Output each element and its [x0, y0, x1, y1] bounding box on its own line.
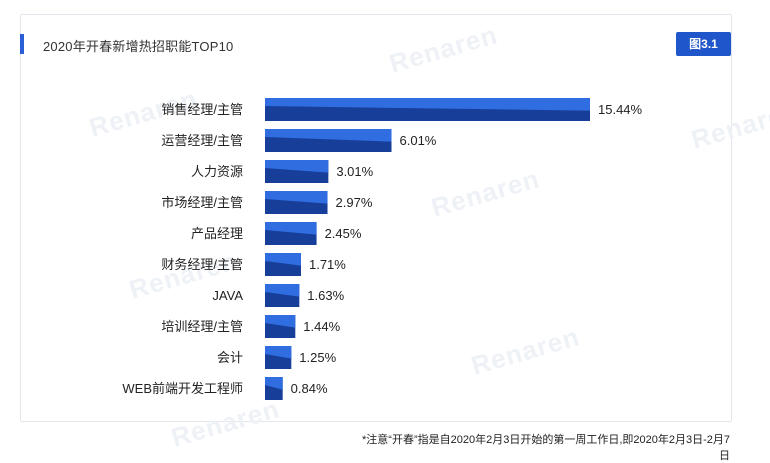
bar-group: JAVA 1.63% — [212, 284, 345, 307]
value-label: 1.63% — [307, 288, 344, 303]
bar-group: WEB前端开发工程师 0.84% — [122, 377, 328, 400]
title-accent-bar — [20, 34, 24, 54]
bar-group: 会计 1.25% — [217, 346, 337, 369]
category-label: 销售经理/主管 — [161, 102, 243, 117]
category-label: 财务经理/主管 — [161, 257, 243, 272]
bar-group: 财务经理/主管 1.71% — [161, 253, 346, 276]
value-label: 6.01% — [400, 133, 437, 148]
value-label: 3.01% — [336, 164, 373, 179]
category-label: 市场经理/主管 — [161, 195, 243, 210]
category-label: 运营经理/主管 — [161, 133, 243, 148]
bar-highlight — [265, 160, 329, 173]
category-label: 产品经理 — [191, 226, 243, 241]
value-label: 0.84% — [291, 381, 328, 396]
value-label: 2.97% — [336, 195, 373, 210]
chart-card — [20, 14, 732, 422]
bar-group: 市场经理/主管 2.97% — [161, 191, 373, 214]
category-label: WEB前端开发工程师 — [122, 381, 243, 396]
bar-group: 运营经理/主管 6.01% — [161, 129, 437, 152]
value-label: 1.25% — [299, 350, 336, 365]
category-label: 人力资源 — [191, 164, 243, 179]
bar-group: 销售经理/主管 15.44% — [161, 98, 643, 121]
value-label: 15.44% — [598, 102, 643, 117]
bar-highlight — [265, 346, 292, 359]
value-label: 1.71% — [309, 257, 346, 272]
category-label: 培训经理/主管 — [161, 319, 243, 334]
bar-highlight — [265, 253, 301, 266]
value-label: 2.45% — [325, 226, 362, 241]
bar-group: 人力资源 3.01% — [191, 160, 374, 183]
bar-group: 产品经理 2.45% — [191, 222, 362, 245]
chart-title: 2020年开春新增热招职能TOP10 — [43, 39, 234, 54]
value-label: 1.44% — [303, 319, 340, 334]
bar-highlight — [265, 98, 590, 111]
bar-highlight — [265, 284, 300, 297]
bar-highlight — [265, 377, 283, 390]
bar-highlight — [265, 315, 296, 328]
bar-group: 培训经理/主管 1.44% — [161, 315, 341, 338]
bar-highlight — [265, 222, 317, 235]
category-label: JAVA — [212, 288, 243, 303]
figure-badge: 图3.1 — [676, 32, 731, 56]
category-label: 会计 — [217, 350, 243, 365]
bar-highlight — [265, 191, 328, 204]
bar-highlight — [265, 129, 392, 142]
footnote: *注意“开春”指是自2020年2月3日开始的第一周工作日,即2020年2月3日-… — [362, 434, 730, 462]
